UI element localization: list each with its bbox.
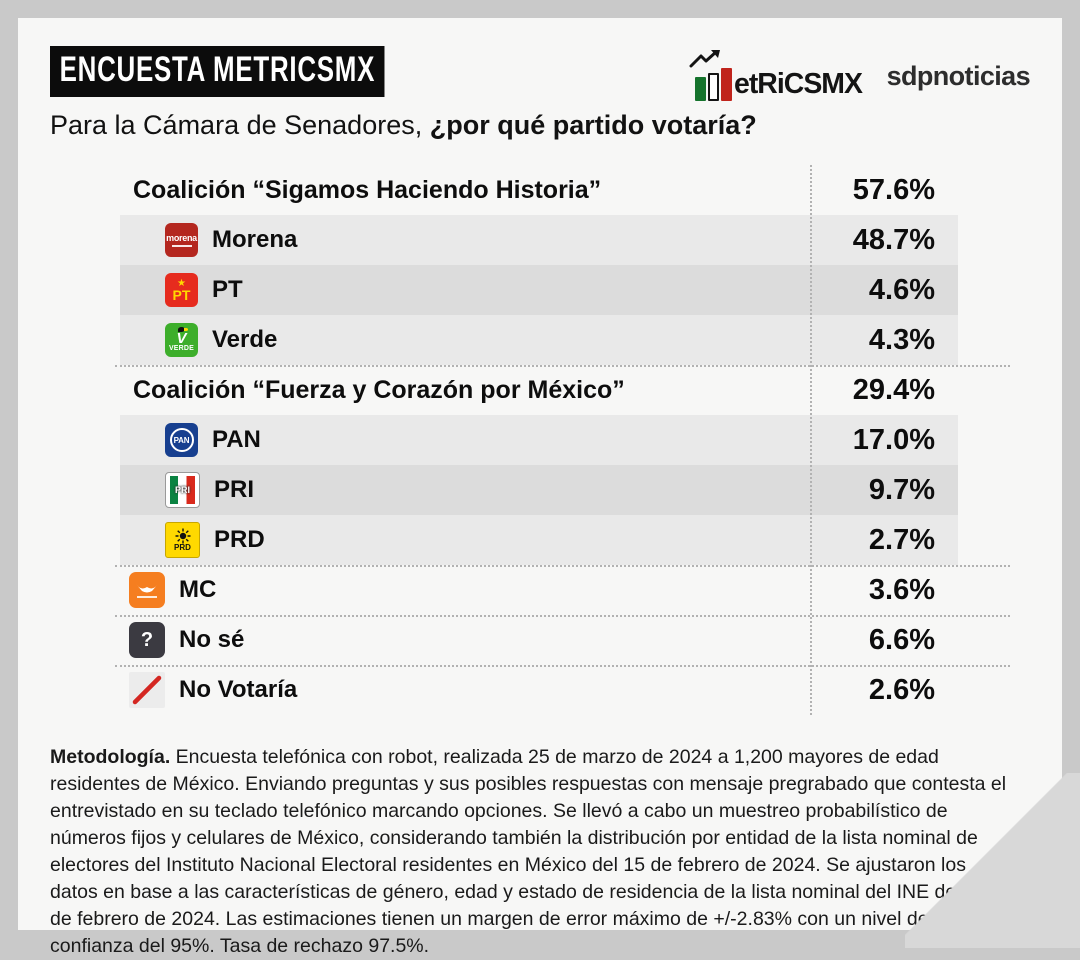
- table-row: No Votaría 2.6%: [120, 665, 958, 715]
- eagle-icon: [136, 584, 158, 593]
- morena-logo-icon: morena: [165, 223, 198, 257]
- mc-logo-icon: [129, 572, 165, 608]
- dotted-separator: [115, 615, 1010, 617]
- pan-logo-icon: PAN: [165, 423, 198, 457]
- table-row: PAN PAN 17.0%: [120, 415, 958, 465]
- methodology-text: Metodología. Encuesta telefónica con rob…: [50, 744, 1010, 960]
- coalition-label: Coalición “Sigamos Haciendo Historia”: [133, 175, 602, 204]
- table-row: Coalición “Fuerza y Corazón por México” …: [120, 365, 958, 415]
- table-row: morena Morena 48.7%: [120, 215, 958, 265]
- methodology-body: Encuesta telefónica con robot, realizada…: [50, 746, 1007, 957]
- percent-value: 57.6%: [852, 173, 935, 206]
- table-row: MC 3.6%: [120, 565, 958, 615]
- pt-logo-icon: ★ PT: [165, 273, 198, 307]
- table-row: ? No sé 6.6%: [120, 615, 958, 665]
- red-bar-icon: [720, 68, 732, 101]
- pri-logo-icon: PRI: [165, 472, 200, 508]
- percent-value: 6.6%: [868, 623, 935, 656]
- party-label: Verde: [212, 326, 278, 353]
- percent-value: 29.4%: [852, 373, 935, 406]
- percent-value: 3.6%: [868, 573, 935, 606]
- question-icon: ?: [129, 622, 165, 658]
- percent-value: 2.6%: [868, 673, 935, 706]
- party-label: PRD: [214, 526, 265, 553]
- party-label: Morena: [212, 226, 298, 253]
- table-row: PRI PRI 9.7%: [120, 465, 958, 515]
- table-row: Coalición “Sigamos Haciendo Historia” 57…: [120, 165, 958, 215]
- percent-value: 4.3%: [868, 323, 935, 356]
- verde-logo-icon: V VERDE: [165, 323, 198, 357]
- party-label: PT: [212, 276, 243, 303]
- table-row: PRD PRD 2.7%: [120, 515, 958, 565]
- percent-value: 9.7%: [868, 473, 935, 506]
- results-table: Coalición “Sigamos Haciendo Historia” 57…: [115, 165, 1010, 715]
- percent-value: 2.7%: [868, 523, 935, 556]
- party-label: PAN: [212, 426, 261, 453]
- percent-value: 4.6%: [868, 273, 935, 306]
- metricsmx-logo: etRiCSMX: [689, 50, 865, 101]
- party-label: PRI: [214, 476, 255, 503]
- percent-value: 48.7%: [852, 223, 935, 256]
- percent-value: 17.0%: [852, 423, 935, 456]
- infographic-card: ENCUESTA METRICSMX etRiCSMX sdpnoticias …: [18, 18, 1062, 957]
- question-title: Para la Cámara de Senadores, ¿por qué pa…: [50, 110, 757, 141]
- table-row: V VERDE Verde 4.3%: [120, 315, 958, 365]
- percent-divider-line: [810, 165, 812, 715]
- dotted-separator: [115, 365, 1010, 367]
- red-slash-icon: [132, 675, 162, 705]
- flag-bars-icon: [689, 50, 732, 101]
- party-label: No Votaría: [179, 676, 298, 703]
- sdpnoticias-logo: sdpnoticias: [886, 61, 1031, 91]
- table-row: ★ PT PT 4.6%: [120, 265, 958, 315]
- question-title-regular: Para la Cámara de Senadores,: [50, 110, 430, 140]
- trend-arrow-icon: [689, 50, 720, 68]
- no-vote-icon: [129, 672, 165, 708]
- prd-logo-icon: PRD: [165, 522, 200, 558]
- sun-icon: [175, 528, 190, 544]
- white-bar-icon: [707, 73, 719, 101]
- brand-logos: etRiCSMX sdpnoticias: [689, 50, 1031, 101]
- methodology-label: Metodología.: [50, 746, 171, 768]
- green-bar-icon: [694, 77, 706, 101]
- dotted-separator: [115, 565, 1010, 567]
- dotted-separator: [115, 665, 1010, 667]
- coalition-label: Coalición “Fuerza y Corazón por México”: [133, 375, 625, 404]
- metricsmx-wordmark: etRiCSMX: [733, 68, 863, 100]
- party-label: No sé: [179, 626, 245, 653]
- party-label: MC: [179, 576, 217, 603]
- encuesta-badge: ENCUESTA METRICSMX: [50, 46, 385, 97]
- question-title-bold: ¿por qué partido votaría?: [429, 110, 757, 140]
